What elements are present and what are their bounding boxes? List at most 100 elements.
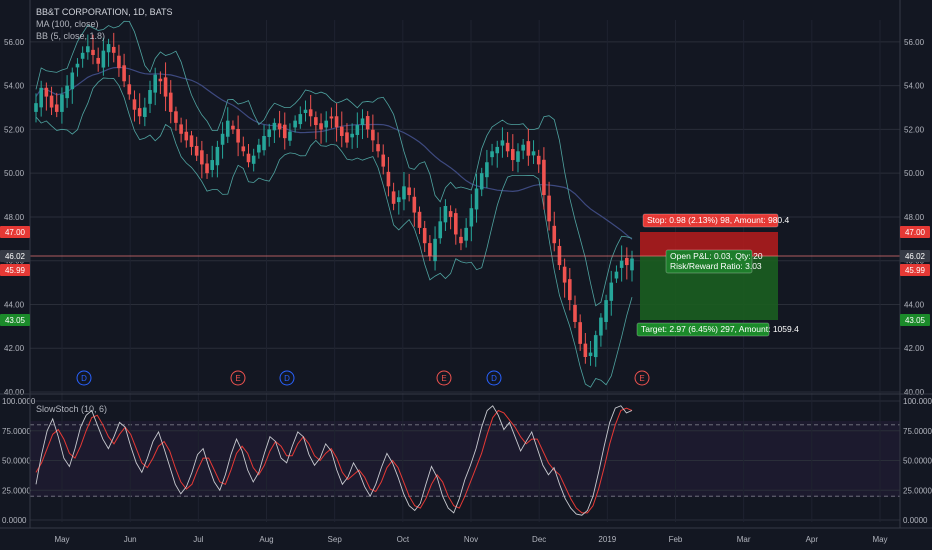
candle-body <box>526 141 531 156</box>
candle-body <box>200 150 204 165</box>
candle-body <box>531 151 536 156</box>
stop-label-bg <box>642 213 779 228</box>
candle-body <box>194 145 199 156</box>
candles <box>34 32 634 367</box>
stochastic <box>35 405 633 516</box>
candle-body <box>438 221 443 239</box>
candle-body <box>573 304 577 322</box>
candle-body <box>386 171 391 187</box>
bb-legend: BB (5, close, 1.8) <box>36 31 106 41</box>
x-tick-label: Feb <box>669 535 683 544</box>
candle-body <box>521 144 525 151</box>
x-tick-label: May <box>54 535 69 544</box>
price-badge-right <box>900 250 930 262</box>
candle-body <box>132 99 137 110</box>
candle-body <box>355 125 360 135</box>
candle-body <box>91 49 95 56</box>
candle-body <box>215 146 220 166</box>
candle-body <box>464 227 468 241</box>
x-tick-label: Aug <box>259 535 273 544</box>
y-tick-label-right: 52.00 <box>904 125 925 134</box>
candle-body <box>101 50 106 68</box>
x-tick-label: Apr <box>806 535 819 544</box>
candle-body <box>257 144 261 153</box>
candle-body <box>365 116 370 130</box>
x-tick-label: May <box>872 535 887 544</box>
candle-body <box>184 131 189 141</box>
bollinger-bands <box>35 20 633 388</box>
candle-body <box>168 92 173 112</box>
stop-label-text: Stop: 0.98 (2.13%) 98, Amount: 980.4 <box>647 215 790 225</box>
candle-body <box>70 72 75 90</box>
candle-body <box>153 74 157 93</box>
price-badge-right <box>900 314 930 326</box>
candle-body <box>122 65 126 82</box>
candle-body <box>205 163 209 174</box>
candle-body <box>625 257 629 266</box>
grid <box>30 20 900 522</box>
candle-body <box>428 243 432 257</box>
stoch-k-line <box>35 405 633 516</box>
candle-body <box>96 57 100 64</box>
candle-body <box>433 238 437 262</box>
stoch-d-line <box>35 407 633 514</box>
candle-body <box>231 125 235 130</box>
candle-body <box>324 120 329 128</box>
candle-body <box>599 317 603 336</box>
candle-body <box>485 162 489 178</box>
y-tick-label-left: 54.00 <box>4 82 25 91</box>
candle-body <box>117 55 121 69</box>
candle-body <box>376 144 380 152</box>
candle-body <box>298 114 303 125</box>
stoch-tick-label-right: 50.0000 <box>903 457 932 466</box>
y-tick-label-left: 56.00 <box>4 38 25 47</box>
candle-body <box>448 211 453 217</box>
ma-path <box>35 66 633 240</box>
y-tick-label-right: 54.00 <box>904 82 925 91</box>
candle-body <box>609 282 614 301</box>
candle-body <box>339 126 344 136</box>
target-label-text: Target: 2.97 (6.45%) 297, Amount: 1059.4 <box>641 324 799 334</box>
candle-body <box>106 44 111 53</box>
candle-body <box>262 135 266 151</box>
price-badge-label: 43.05 <box>905 316 926 325</box>
candle-body <box>578 322 582 344</box>
stoch-tick-label-left: 0.0000 <box>2 516 27 525</box>
event-label: E <box>441 374 446 383</box>
candle-body <box>381 154 386 167</box>
candle-body <box>314 117 318 126</box>
earnings-marker <box>634 370 650 386</box>
candle-body <box>412 196 417 213</box>
price-badge-left <box>0 226 30 238</box>
chart-legend: BB&T CORPORATION, 1D, BATS MA (100, clos… <box>36 6 173 42</box>
price-badge-label: 47.00 <box>5 228 26 237</box>
earnings-marker <box>436 370 452 386</box>
candle-body <box>630 258 634 271</box>
candle-body <box>417 211 422 228</box>
candle-body <box>86 46 90 53</box>
x-tick-label: Jul <box>193 535 203 544</box>
stoch-tick-label-left: 100.0000 <box>2 397 36 406</box>
candle-body <box>308 109 313 117</box>
candle-body <box>505 142 510 152</box>
candle-body <box>54 104 59 112</box>
candle-body <box>65 85 69 99</box>
candle-body <box>619 260 624 268</box>
y-tick-label-right: 50.00 <box>904 169 925 178</box>
candle-body <box>236 129 240 143</box>
pnl-label-text: Risk/Reward Ratio: 3.03 <box>670 261 762 271</box>
event-label: D <box>491 374 497 383</box>
candle-body <box>536 155 541 165</box>
candle-body <box>474 188 479 210</box>
stoch-band <box>30 421 900 497</box>
candle-body <box>158 78 163 82</box>
price-badge-left <box>0 250 30 262</box>
x-tick-label: 2019 <box>598 535 616 544</box>
candle-body <box>246 153 251 163</box>
candle-body <box>402 186 406 200</box>
y-tick-label-right: 42.00 <box>904 344 925 353</box>
candle-body <box>588 352 593 357</box>
